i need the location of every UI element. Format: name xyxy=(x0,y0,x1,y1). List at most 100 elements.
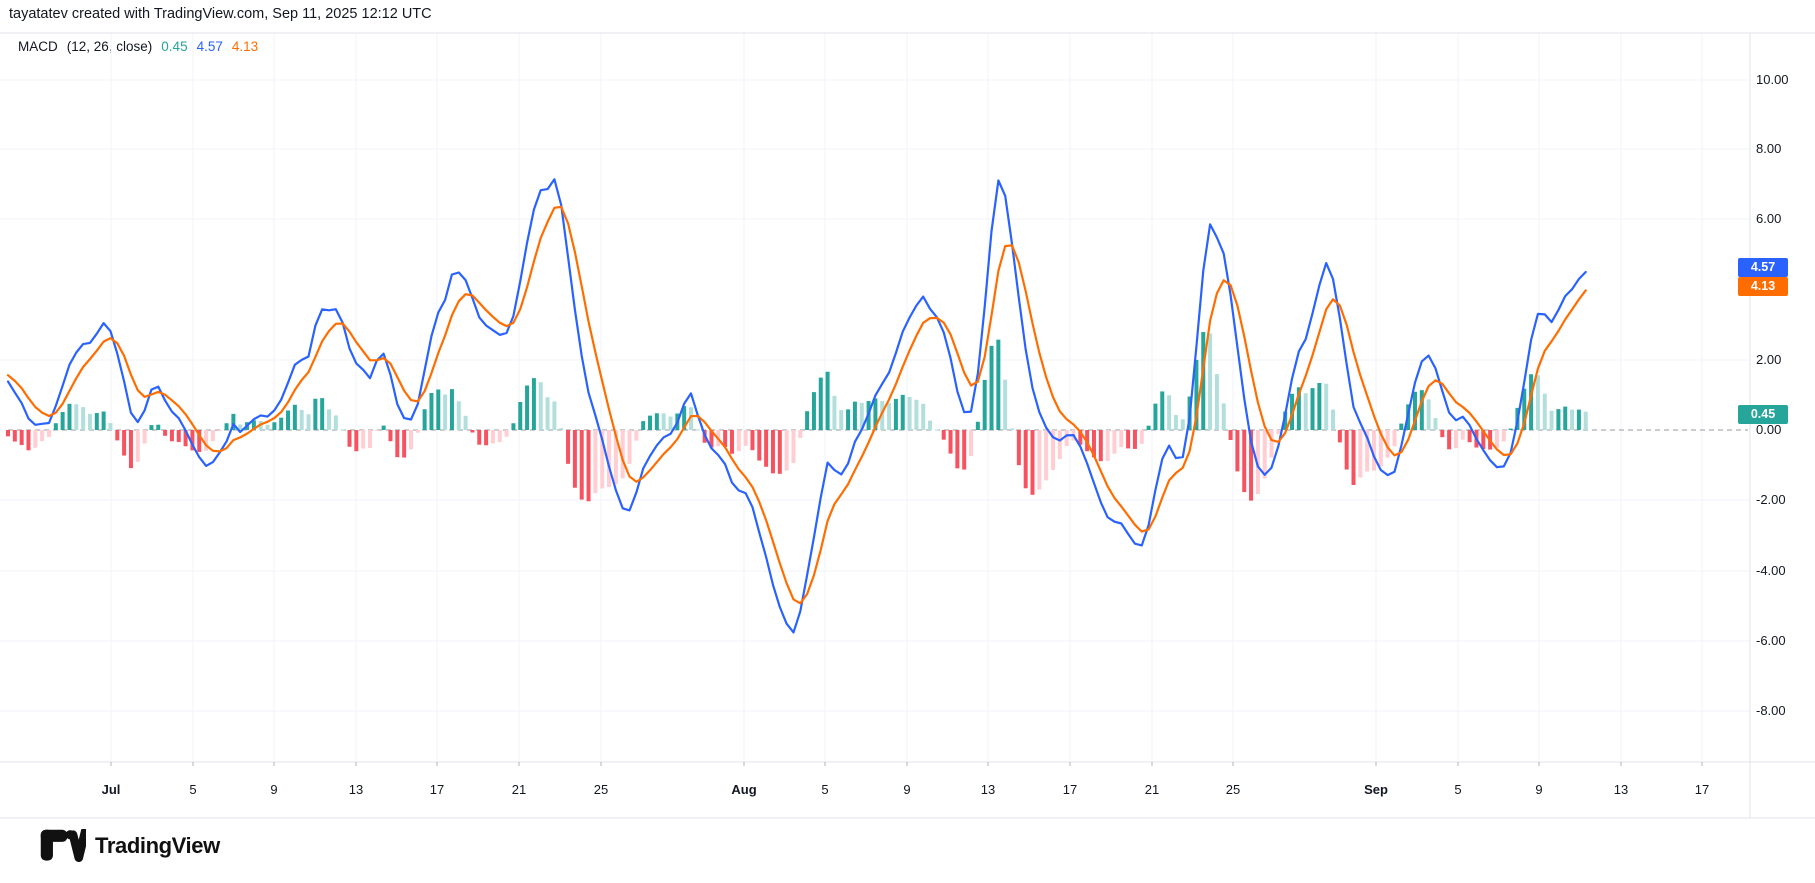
x-axis-label: 9 xyxy=(270,782,278,797)
histogram-bar xyxy=(33,430,38,448)
histogram-bar xyxy=(982,379,987,430)
histogram-bar xyxy=(1064,430,1069,447)
histogram-bar xyxy=(436,389,441,430)
histogram-bar xyxy=(320,398,325,430)
x-axis-label: 17 xyxy=(1694,782,1710,797)
histogram-bar xyxy=(265,424,270,430)
histogram-bar xyxy=(934,429,939,431)
histogram-bar xyxy=(1078,430,1083,445)
histogram-bar xyxy=(470,430,475,433)
x-axis-label: Aug xyxy=(731,782,757,797)
histogram-bar xyxy=(333,415,338,430)
indicator-value-signal: 4.13 xyxy=(231,39,259,54)
histogram-bar xyxy=(81,407,86,430)
histogram-bar xyxy=(1221,403,1226,430)
histogram-bar xyxy=(873,398,878,430)
histogram-bar xyxy=(477,430,482,445)
histogram-bar xyxy=(654,413,659,430)
histogram-bar xyxy=(757,430,762,461)
histogram-bar xyxy=(770,430,775,474)
histogram-bar xyxy=(1399,423,1404,430)
histogram-bar xyxy=(340,429,345,431)
histogram-bar xyxy=(361,430,366,449)
histogram-bar xyxy=(115,430,120,441)
x-axis-label: 21 xyxy=(1144,782,1160,797)
histogram-bar xyxy=(1146,425,1151,430)
histogram-bar xyxy=(169,430,174,442)
x-axis-label: 9 xyxy=(1535,782,1543,797)
x-axis-label: 13 xyxy=(980,782,996,797)
histogram-bar xyxy=(1255,430,1260,495)
histogram-bar xyxy=(921,403,926,430)
y-axis-label: 8.00 xyxy=(1756,141,1782,156)
histogram-bar xyxy=(128,430,133,469)
histogram-bar xyxy=(928,420,933,430)
histogram-bar xyxy=(1365,430,1370,472)
histogram-bar xyxy=(1467,430,1472,443)
histogram-bar xyxy=(1324,383,1329,430)
histogram-bar xyxy=(12,430,17,442)
histogram-bar xyxy=(887,403,892,430)
attribution-text: tayatatev created with TradingView.com, … xyxy=(9,6,432,22)
histogram-bar xyxy=(60,412,65,430)
histogram-bar xyxy=(552,401,557,430)
y-axis-label: -2.00 xyxy=(1756,492,1786,507)
histogram-bar xyxy=(723,430,728,447)
histogram-bar xyxy=(1481,430,1486,450)
histogram-bar xyxy=(1057,430,1062,460)
histogram-bar xyxy=(1153,403,1158,430)
histogram-bar xyxy=(197,430,202,452)
histogram-bar xyxy=(354,430,359,452)
histogram-bar xyxy=(1378,430,1383,467)
histogram-bar xyxy=(1030,430,1035,495)
histogram-bar xyxy=(1296,387,1301,430)
indicator-params: (12, 26, close) xyxy=(66,39,153,54)
histogram-bar xyxy=(839,410,844,430)
histogram-bar xyxy=(1139,430,1144,444)
histogram-bar xyxy=(1167,395,1172,430)
histogram-bar xyxy=(518,401,523,430)
histogram-bar xyxy=(1132,430,1137,449)
histogram-bar xyxy=(1262,430,1267,479)
histogram-bar xyxy=(695,429,700,431)
histogram-bar xyxy=(1242,430,1247,493)
histogram-bar xyxy=(764,430,769,467)
histogram-bar xyxy=(825,371,830,430)
histogram-bar xyxy=(1119,430,1124,448)
y-axis-label: -6.00 xyxy=(1756,633,1786,648)
x-axis-label: 5 xyxy=(821,782,829,797)
histogram-bar xyxy=(538,382,543,430)
histogram-bar xyxy=(682,406,687,430)
price-badge: 4.13 xyxy=(1738,276,1788,296)
histogram-bar xyxy=(1180,419,1185,430)
histogram-bar xyxy=(108,423,113,430)
histogram-bar xyxy=(1494,430,1499,448)
histogram-bar xyxy=(661,413,666,430)
histogram-bar xyxy=(210,430,215,442)
histogram-bar xyxy=(525,385,530,430)
histogram-bar xyxy=(1194,359,1199,430)
histogram-bar xyxy=(975,421,980,430)
x-axis-label: 13 xyxy=(1613,782,1629,797)
tradingview-logo[interactable]: TradingView xyxy=(40,829,220,862)
x-axis-label: 17 xyxy=(429,782,445,797)
histogram-bar xyxy=(1372,430,1376,471)
histogram-bar xyxy=(1023,430,1028,489)
price-badge: 0.45 xyxy=(1738,404,1788,424)
histogram-bar xyxy=(613,430,618,485)
histogram-bar xyxy=(374,430,379,431)
histogram-bar xyxy=(648,415,653,430)
histogram-bar xyxy=(1440,430,1445,438)
histogram-bar xyxy=(6,430,10,437)
histogram-bar xyxy=(94,413,99,430)
y-axis-label: 10.00 xyxy=(1756,72,1789,87)
histogram-bar xyxy=(1570,409,1575,430)
indicator-legend[interactable]: MACD (12, 26, close) 0.45 4.57 4.13 xyxy=(18,39,258,54)
histogram-bar xyxy=(1317,383,1322,430)
histogram-bar xyxy=(224,423,229,430)
histogram-bar xyxy=(279,417,284,430)
histogram-bar xyxy=(1522,388,1527,430)
histogram-bar xyxy=(163,430,168,436)
histogram-bar xyxy=(46,430,51,437)
